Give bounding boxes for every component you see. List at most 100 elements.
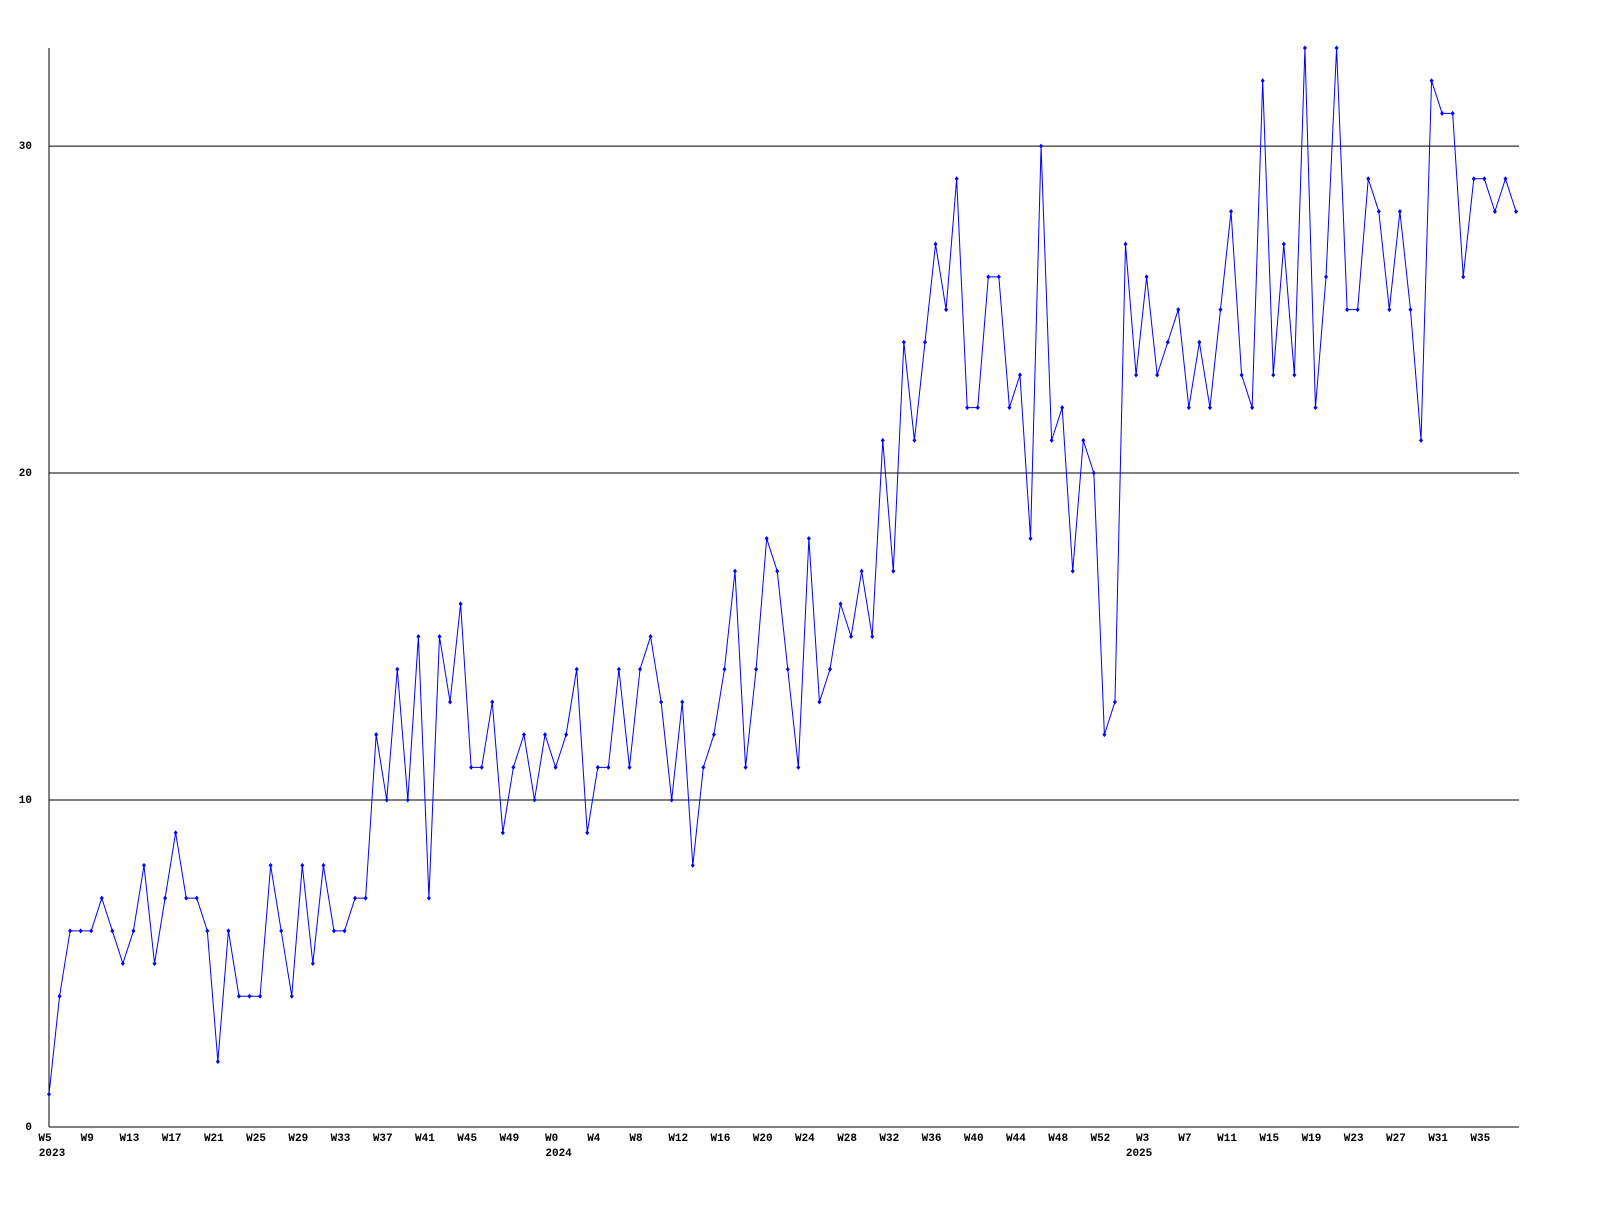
data-point [353, 895, 358, 901]
data-point [912, 437, 917, 443]
data-point [258, 993, 263, 999]
data-point [1229, 208, 1234, 214]
data-point [1461, 274, 1466, 280]
x-tick-label: W9 [81, 1133, 94, 1145]
data-point [595, 764, 600, 770]
data-point [922, 339, 927, 345]
x-tick-label: W52 [1090, 1133, 1110, 1145]
x-tick-label: W35 [1470, 1133, 1490, 1145]
data-point [47, 1091, 51, 1097]
data-point [870, 634, 875, 640]
x-tick-label: W49 [499, 1133, 519, 1145]
data-point [775, 568, 780, 574]
data-point [205, 928, 210, 934]
x-tick-label: W21 [204, 1133, 224, 1145]
data-point [764, 535, 769, 541]
x-tick-label: W15 [1259, 1133, 1279, 1145]
x-tick-label: W7 [1178, 1133, 1191, 1145]
data-point [1292, 372, 1297, 378]
data-point [184, 895, 189, 901]
x-tick-label: W17 [162, 1133, 182, 1145]
data-point [532, 797, 537, 803]
data-point [289, 993, 294, 999]
data-point [215, 1059, 220, 1065]
data-point [163, 895, 168, 901]
data-point [849, 634, 854, 640]
x-tick-label: W3 [1136, 1133, 1150, 1145]
data-point [1302, 45, 1307, 51]
data-point [1355, 307, 1360, 313]
data-point [1017, 372, 1022, 378]
y-tick-label: 0 [25, 1122, 32, 1134]
data-point [711, 732, 716, 738]
data-point [754, 666, 759, 672]
data-point [1039, 143, 1044, 149]
data-point [226, 928, 231, 934]
data-point [1176, 307, 1181, 313]
data-point [933, 241, 938, 247]
data-point [1334, 45, 1339, 51]
x-tick-label: W24 [795, 1133, 815, 1145]
data-point [553, 764, 558, 770]
data-point [1387, 307, 1392, 313]
x-tick-label: W0 [545, 1133, 558, 1145]
x-tick-label: W40 [964, 1133, 984, 1145]
data-point [247, 993, 252, 999]
data-point [1450, 110, 1455, 116]
data-point [1197, 339, 1202, 345]
data-point [1503, 176, 1508, 182]
data-point [479, 764, 484, 770]
data-point [564, 732, 569, 738]
data-point [891, 568, 896, 574]
data-line [48, 47, 1517, 1095]
data-point [806, 535, 811, 541]
data-point [194, 895, 199, 901]
data-point [1492, 208, 1497, 214]
data-point [89, 928, 94, 934]
data-point [310, 961, 315, 967]
year-label: 2023 [39, 1148, 66, 1160]
data-point [901, 339, 906, 345]
data-point [141, 862, 146, 868]
data-point [236, 993, 241, 999]
data-point [796, 764, 801, 770]
data-point [543, 732, 548, 738]
data-point [1144, 274, 1149, 280]
data-point [268, 862, 273, 868]
y-tick-label: 10 [19, 795, 32, 807]
data-point [120, 961, 125, 967]
data-point [1345, 307, 1350, 313]
y-tick-label: 20 [19, 468, 32, 480]
data-point [78, 928, 83, 934]
data-point [838, 601, 843, 607]
data-point [1281, 241, 1286, 247]
data-point [1482, 176, 1487, 182]
data-point [57, 993, 62, 999]
x-tick-label: W33 [331, 1133, 351, 1145]
data-point [585, 830, 590, 836]
x-tick-label: W27 [1386, 1133, 1406, 1145]
year-label: 2024 [545, 1148, 572, 1160]
data-point [1419, 437, 1424, 443]
data-point [616, 666, 621, 672]
data-point [1397, 208, 1402, 214]
data-point [1408, 307, 1413, 313]
data-point [1514, 208, 1518, 214]
x-tick-label: W41 [415, 1133, 435, 1145]
data-point [1429, 78, 1434, 84]
x-tick-label: W29 [288, 1133, 308, 1145]
data-point [1102, 732, 1107, 738]
y-tick-label: 30 [19, 141, 32, 153]
data-point [1091, 470, 1096, 476]
data-point [1007, 405, 1012, 411]
x-tick-label: W25 [246, 1133, 266, 1145]
data-point [627, 764, 632, 770]
data-point [859, 568, 864, 574]
data-point [1250, 405, 1255, 411]
data-point [152, 961, 157, 967]
x-tick-label: W23 [1344, 1133, 1364, 1145]
data-point [996, 274, 1001, 280]
data-point [490, 699, 495, 705]
data-point [648, 634, 653, 640]
